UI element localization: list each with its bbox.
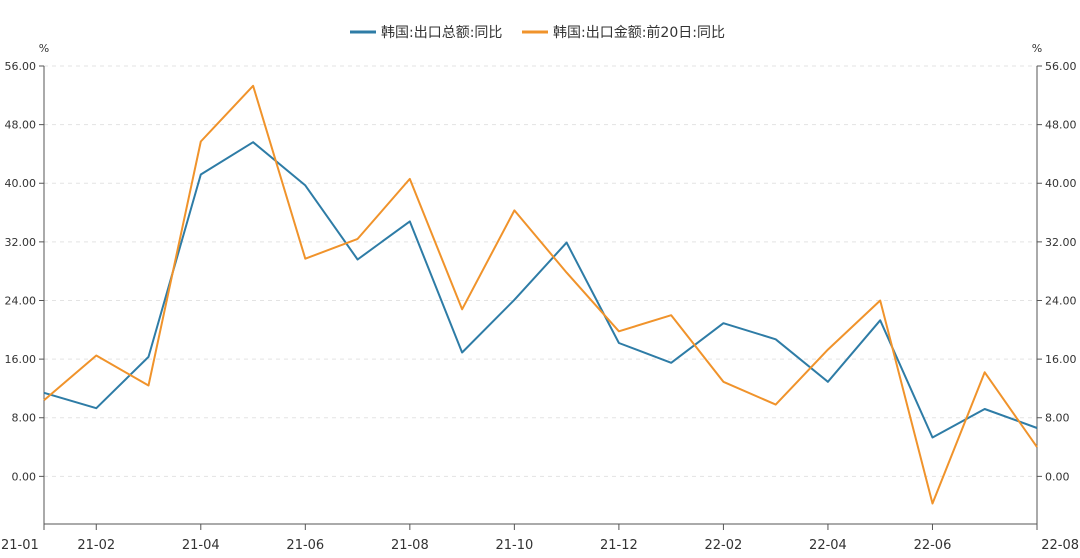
grid-lines — [44, 65, 1037, 477]
x-tick-label: 22-08 — [1041, 538, 1079, 553]
y-tick-label-left: 56.00 — [5, 60, 37, 73]
legend-item-2[interactable]: 韩国:出口金额:前20日:同比 — [522, 24, 725, 41]
y-tick-label-left: 32.00 — [5, 236, 37, 249]
legend-label: 韩国:出口金额:前20日:同比 — [553, 24, 725, 41]
y-tick-label-right: 16.00 — [1045, 353, 1077, 366]
x-tick-label: 21-02 — [77, 538, 115, 553]
left-axis-unit: % — [39, 42, 49, 55]
legend-label: 韩国:出口总额:同比 — [381, 25, 502, 41]
x-tick-label: 22-06 — [914, 538, 952, 553]
x-tick-label: 21-04 — [182, 538, 220, 553]
x-tick-label: 21-12 — [600, 538, 638, 553]
series-line-2[interactable] — [43, 84, 1038, 505]
y-tick-label-right: 24.00 — [1045, 294, 1077, 307]
legend-item-1[interactable]: 韩国:出口总额:同比 — [350, 25, 502, 41]
y-tick-label-left: 48.00 — [5, 119, 37, 132]
y-tick-label-right: 8.00 — [1045, 412, 1070, 425]
series-lines[interactable] — [43, 84, 1038, 505]
x-tick-label: 21-06 — [286, 538, 324, 553]
y-tick-label-left: 40.00 — [5, 177, 37, 190]
y-tick-label-right: 0.00 — [1045, 470, 1070, 483]
y-tick-label-right: 32.00 — [1045, 236, 1077, 249]
y-tick-label-left: 0.00 — [12, 470, 37, 483]
y-tick-label-left: 24.00 — [5, 294, 37, 307]
series-line-1[interactable] — [43, 141, 1038, 439]
left-y-axis: 0.00 8.00 16.00 24.00 32.00 40.00 48.00 56.00 — [5, 60, 45, 524]
y-tick-label-right: 56.00 — [1045, 60, 1077, 73]
x-axis: 21-01 21-02 21-04 21-06 21-08 21-10 21-12 22-02… — [1, 523, 1079, 553]
y-tick-label-left: 16.00 — [5, 353, 37, 366]
right-axis-unit: % — [1032, 42, 1042, 55]
x-tick-label: 21-01 — [1, 538, 39, 553]
x-tick-label: 22-04 — [809, 538, 847, 553]
x-tick-label: 22-02 — [705, 538, 743, 553]
y-tick-label-right: 48.00 — [1045, 119, 1077, 132]
y-tick-label-left: 8.00 — [12, 412, 37, 425]
x-tick-label: 21-08 — [391, 538, 429, 553]
y-tick-label-right: 40.00 — [1045, 177, 1077, 190]
right-y-axis: 0.00 8.00 16.00 24.00 32.00 40.00 48.00 56.00 — [1036, 60, 1077, 524]
legend[interactable]: 韩国:出口总额:同比 韩国:出口金额:前20日:同比 — [350, 24, 725, 41]
x-tick-label: 21-10 — [495, 538, 533, 553]
